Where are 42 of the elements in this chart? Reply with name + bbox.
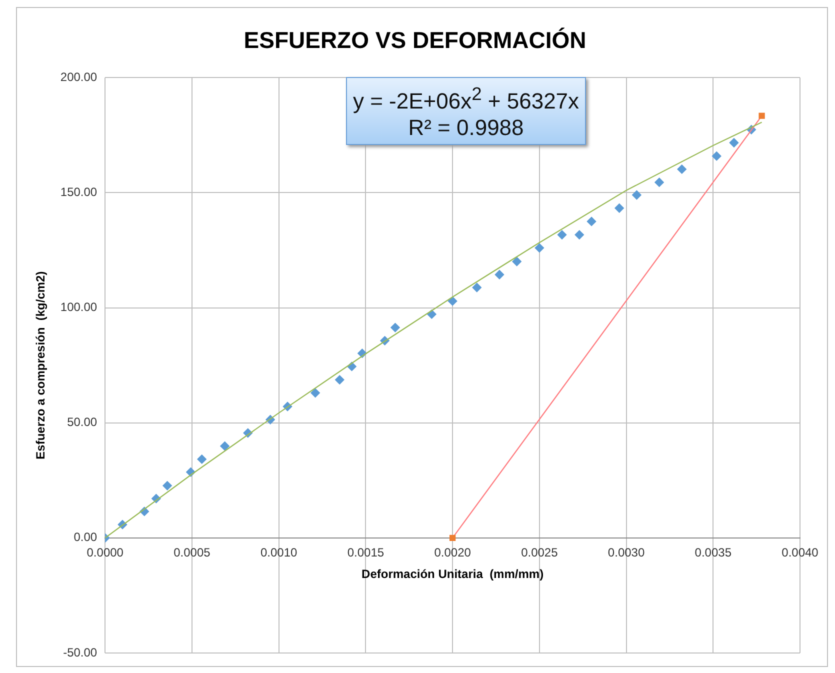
point xyxy=(557,230,567,240)
point xyxy=(677,164,686,174)
point xyxy=(512,256,522,266)
point xyxy=(390,322,400,332)
y-tick-label: 50.00 xyxy=(67,415,98,430)
x-tick-label: 0.0010 xyxy=(260,545,298,560)
annotation: y = -2E+06x$^{2}$ + 56327x xyxy=(352,82,580,115)
y-tick-label: 100.00 xyxy=(60,300,98,314)
chart-title: ESFUERZO VS DEFORMACIÓN xyxy=(244,27,586,54)
point xyxy=(712,151,722,161)
point xyxy=(449,534,456,541)
point xyxy=(586,216,596,226)
y-axis-title: Esfuerzo a compresión (kg/cm2) xyxy=(34,271,48,460)
point xyxy=(534,243,544,253)
point xyxy=(729,138,739,148)
point xyxy=(632,190,642,200)
x-tick-label: 0.0025 xyxy=(521,545,558,560)
point xyxy=(758,112,765,119)
point xyxy=(472,282,482,292)
point xyxy=(335,375,344,384)
y-tick-label: 0.00 xyxy=(74,530,98,544)
y-tick-label: 150.00 xyxy=(60,184,98,199)
x-tick-label: 0.0020 xyxy=(434,545,472,560)
point xyxy=(220,441,230,451)
x-tick-label: 0.0030 xyxy=(608,545,645,560)
point xyxy=(310,388,320,398)
point xyxy=(448,296,458,306)
x-tick-label: 0.0005 xyxy=(174,545,211,560)
point xyxy=(574,230,584,240)
x-tick-label: 0.0035 xyxy=(694,545,732,560)
point xyxy=(197,454,206,464)
x-tick-label: 0.0015 xyxy=(347,545,384,560)
y-tick-label: -50.00 xyxy=(63,645,98,660)
x-tick-label: 0.0000 xyxy=(86,545,124,560)
point xyxy=(162,481,172,490)
point xyxy=(654,178,664,187)
y-tick-label: 200.00 xyxy=(60,70,98,84)
x-tick-label: 0.0040 xyxy=(782,545,819,560)
x-axis-title: Deformación Unitaria (mm/mm) xyxy=(362,566,544,581)
point xyxy=(494,270,504,280)
annotation: R² = 0.9988 xyxy=(408,114,524,141)
point xyxy=(614,204,624,213)
